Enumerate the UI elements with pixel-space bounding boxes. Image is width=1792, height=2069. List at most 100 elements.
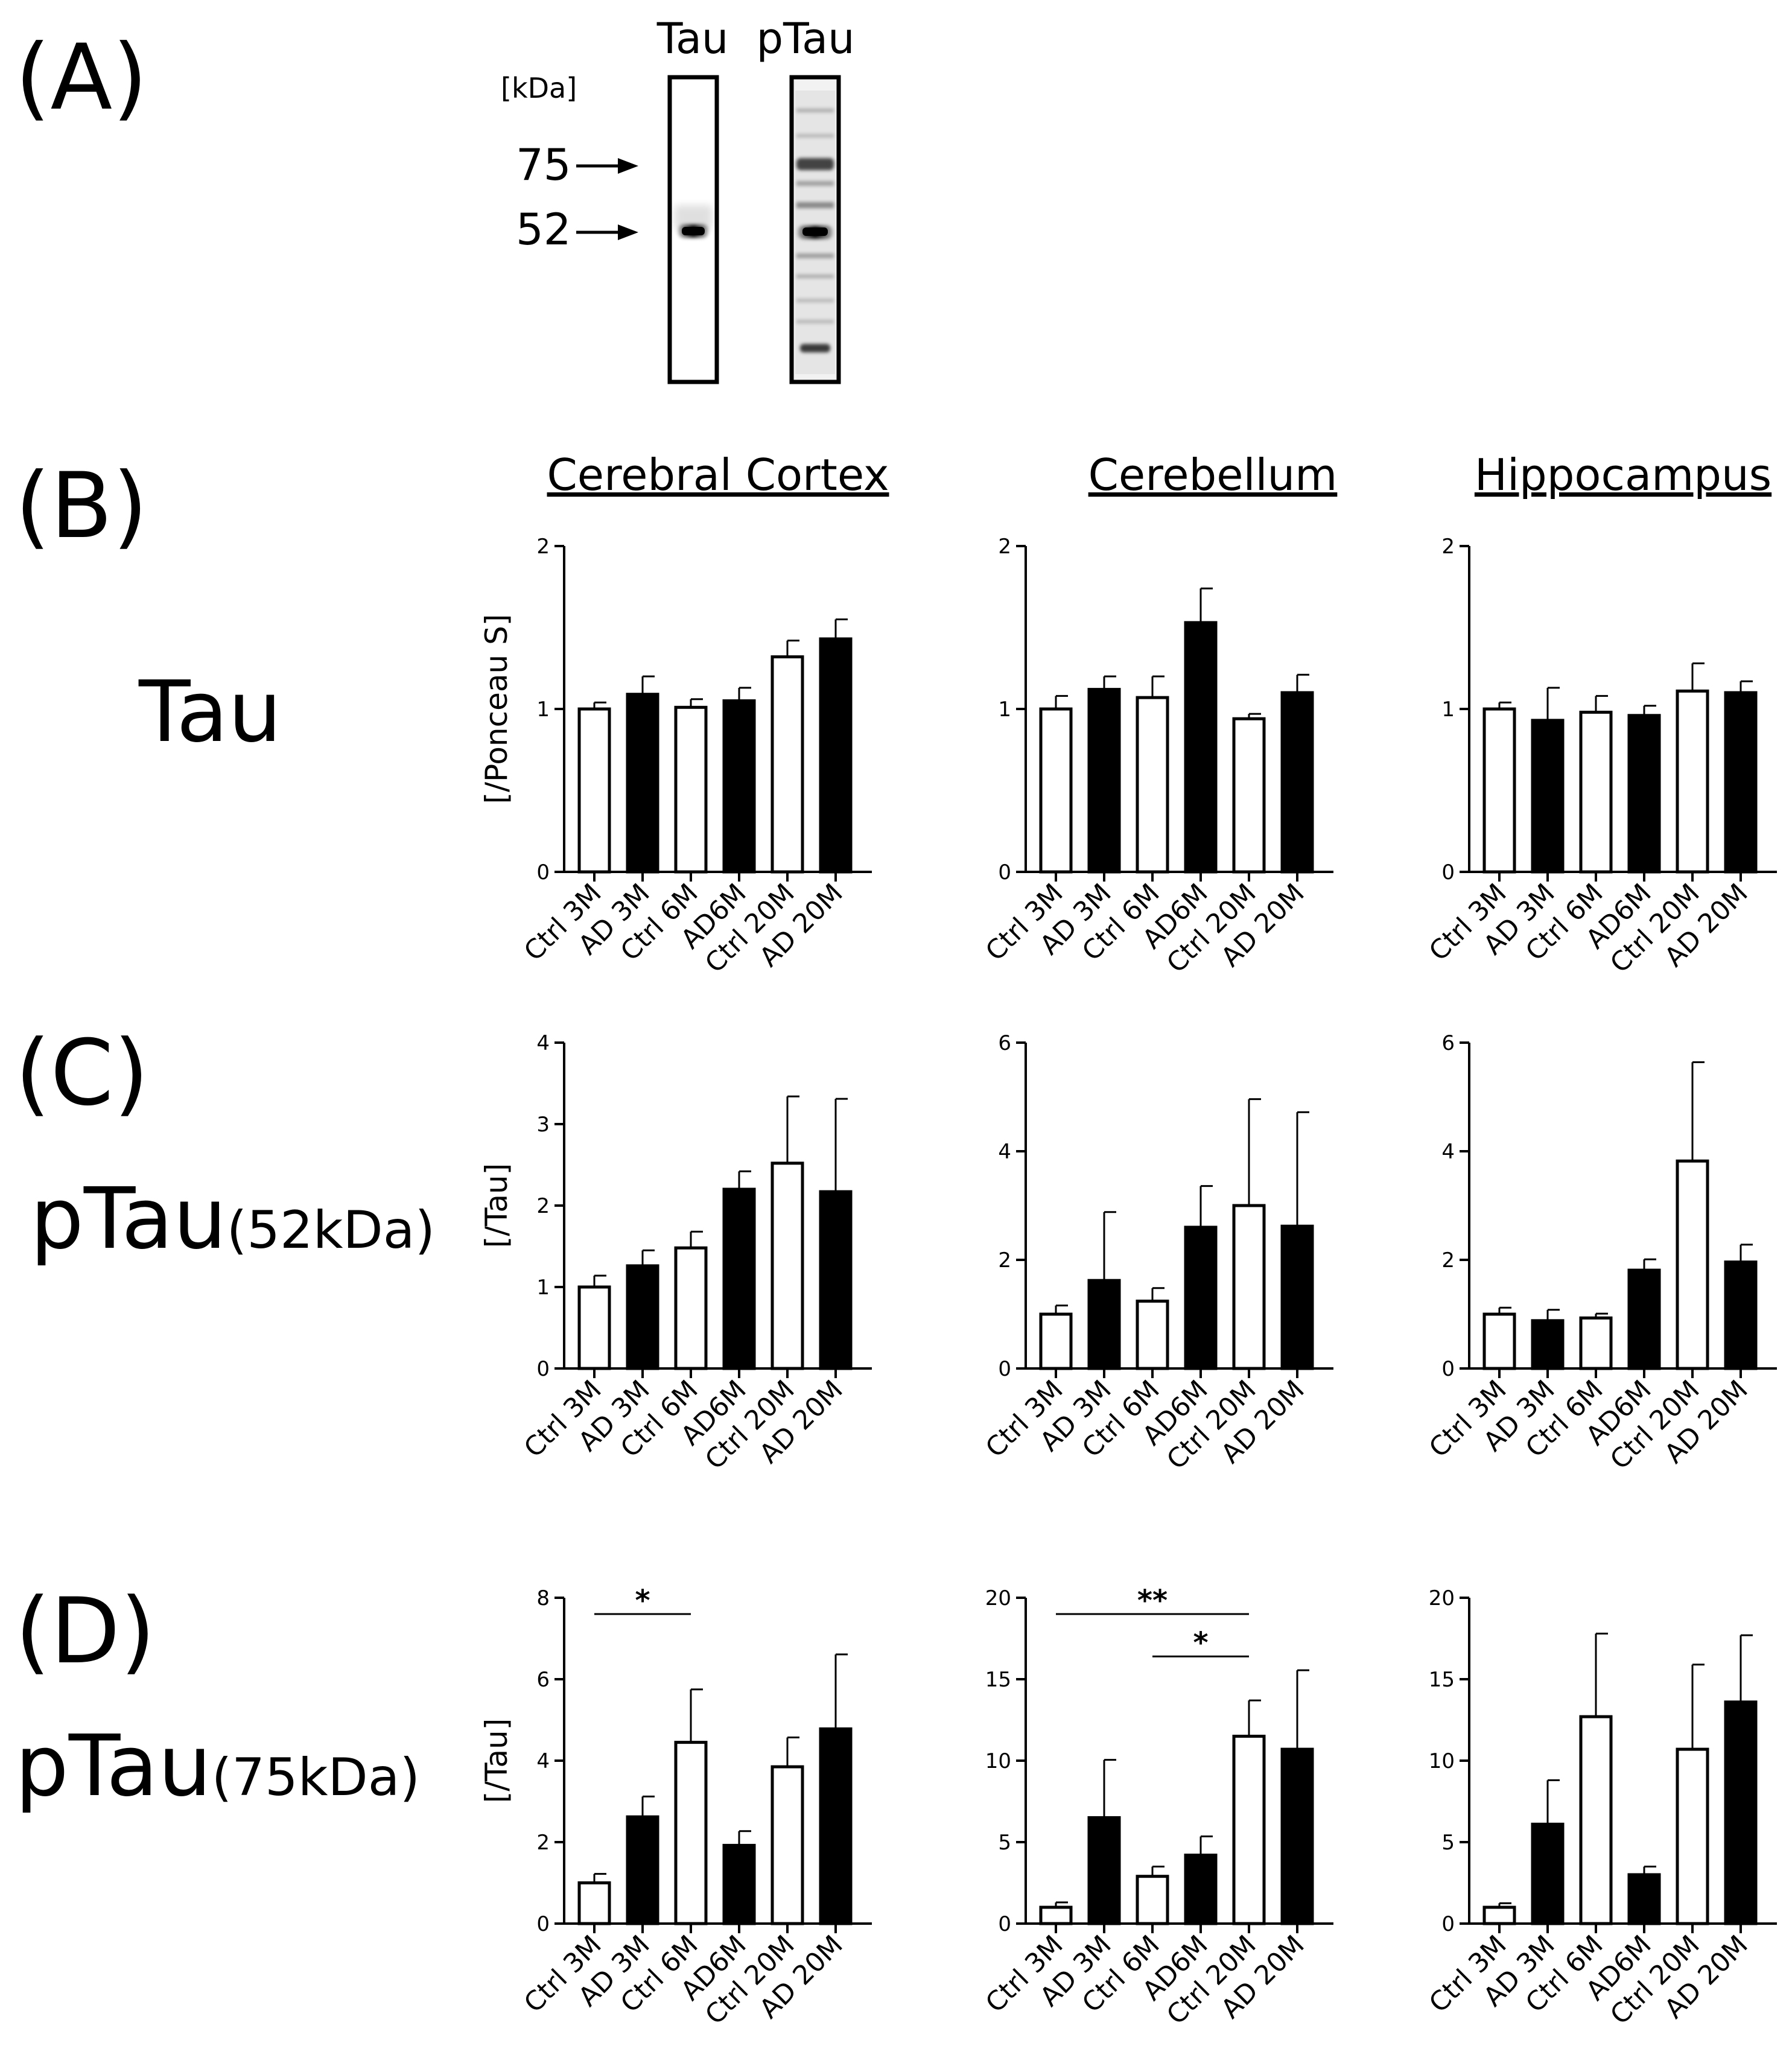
- bar-ad6m: [1627, 714, 1661, 874]
- y-tick-label: 5: [1441, 1831, 1455, 1855]
- bar-ctrl-3m: [1482, 1312, 1516, 1370]
- bar-ctrl-20m: [1676, 689, 1709, 874]
- bar-ad6m: [1627, 1268, 1661, 1370]
- y-tick-label: 4: [536, 1031, 550, 1055]
- row-label-tau-main: Tau: [138, 663, 282, 761]
- bar-ctrl-6m: [1136, 696, 1169, 874]
- marker-75-label: 75: [516, 139, 571, 190]
- y-axis-label: [/Ponceau S]: [479, 614, 514, 804]
- bar-ctrl-20m: [770, 1162, 804, 1370]
- bar-ctrl-20m: [770, 655, 804, 874]
- bar-ctrl-3m: [577, 707, 611, 874]
- y-tick-label: 1: [1441, 698, 1455, 722]
- y-tick-label: 0: [536, 1357, 550, 1381]
- bar-ctrl-6m: [1136, 1299, 1169, 1370]
- bar-ctrl-20m: [1232, 717, 1266, 874]
- bar-ad6m: [1627, 1873, 1661, 1925]
- row-label-ptau-52: pTau(52kDa): [30, 1170, 435, 1268]
- y-tick-label: 2: [1441, 1248, 1455, 1273]
- bar-ctrl-6m: [1136, 1875, 1169, 1925]
- y-tick-label: 0: [536, 860, 550, 885]
- y-tick-label: 1: [536, 1276, 550, 1300]
- y-tick-label: 0: [998, 860, 1011, 885]
- bar-ad-20m: [1280, 1224, 1314, 1370]
- y-tick-label: 2: [998, 535, 1011, 559]
- y-tick-label: 6: [1441, 1031, 1455, 1055]
- bar-ctrl-20m: [1232, 1204, 1266, 1370]
- bar-ctrl-3m: [577, 1881, 611, 1925]
- y-tick-label: 1: [536, 698, 550, 722]
- bar-ctrl-20m: [770, 1765, 804, 1925]
- blot-lane-label-tau: Tau: [656, 14, 728, 63]
- bar-ctrl-20m: [1676, 1159, 1709, 1370]
- region-title-hippocampus: Hippocampus: [1475, 450, 1771, 500]
- panel-letter-b: (B): [15, 454, 148, 559]
- bar-ad-3m: [1531, 719, 1565, 874]
- bar-ad-20m: [819, 637, 853, 874]
- y-tick-label: 0: [1441, 1357, 1455, 1381]
- bar-ctrl-6m: [1579, 1715, 1613, 1925]
- bar-ctrl-6m: [674, 705, 708, 874]
- y-tick-label: 2: [1441, 535, 1455, 559]
- y-tick-label: 0: [1441, 1912, 1455, 1936]
- marker-52-label: 52: [516, 204, 571, 255]
- y-tick-label: 20: [985, 1586, 1011, 1610]
- y-tick-label: 5: [998, 1831, 1011, 1855]
- bar-ad6m: [722, 699, 756, 874]
- y-tick-label: 0: [1441, 860, 1455, 885]
- bar-ctrl-3m: [1482, 1905, 1516, 1925]
- y-tick-label: 4: [536, 1749, 550, 1773]
- bar-ad-3m: [1087, 688, 1121, 874]
- significance-label: **: [1137, 1584, 1168, 1618]
- y-tick-label: 2: [536, 535, 550, 559]
- y-tick-label: 20: [1429, 1586, 1455, 1610]
- y-tick-label: 4: [998, 1140, 1011, 1164]
- blot-lane-ptau: [789, 75, 841, 384]
- row-label-ptau-52-sub: (52kDa): [227, 1200, 435, 1260]
- y-tick-label: 6: [536, 1668, 550, 1692]
- bar-ad-20m: [1724, 691, 1758, 874]
- y-tick-label: 3: [536, 1113, 550, 1137]
- y-tick-label: 0: [998, 1912, 1011, 1936]
- row-label-ptau-75-sub: (75kDa): [212, 1747, 420, 1808]
- western-blot: Tau pTau [kDa] 75 52: [501, 14, 854, 384]
- bar-ad-3m: [1531, 1319, 1565, 1370]
- panel-letter-a: (A): [15, 25, 148, 130]
- bar-ctrl-20m: [1232, 1735, 1266, 1925]
- bar-ad-20m: [1724, 1700, 1758, 1925]
- bar-ad6m: [722, 1843, 756, 1925]
- blot-unit-label: [kDa]: [501, 72, 577, 104]
- row-label-ptau-52-main: pTau: [30, 1170, 227, 1268]
- y-axis-label: [/Tau]: [479, 1163, 514, 1248]
- row-label-ptau-75-main: pTau: [15, 1717, 212, 1816]
- bar-ctrl-6m: [674, 1741, 708, 1925]
- bar-ad-3m: [626, 1264, 659, 1370]
- significance-label: *: [1193, 1626, 1208, 1660]
- y-tick-label: 15: [985, 1668, 1011, 1692]
- y-tick-label: 2: [998, 1248, 1011, 1273]
- y-tick-label: 1: [998, 698, 1011, 722]
- blot-lane-tau: [667, 75, 719, 384]
- bar-ad6m: [722, 1187, 756, 1370]
- panel-letter-c: (C): [15, 1021, 149, 1126]
- marker-52-arrow-icon: [576, 224, 638, 240]
- y-tick-label: 0: [998, 1357, 1011, 1381]
- y-tick-label: 8: [536, 1586, 550, 1610]
- bar-ad6m: [1184, 1854, 1218, 1925]
- y-tick-label: 6: [998, 1031, 1011, 1055]
- bar-ctrl-3m: [1039, 707, 1073, 874]
- bar-ctrl-3m: [577, 1285, 611, 1370]
- bar-ad6m: [1184, 1225, 1218, 1370]
- bar-ad-20m: [1280, 691, 1314, 874]
- y-tick-label: 4: [1441, 1140, 1455, 1164]
- bar-ad-20m: [819, 1190, 853, 1370]
- bar-ad-3m: [1531, 1822, 1565, 1925]
